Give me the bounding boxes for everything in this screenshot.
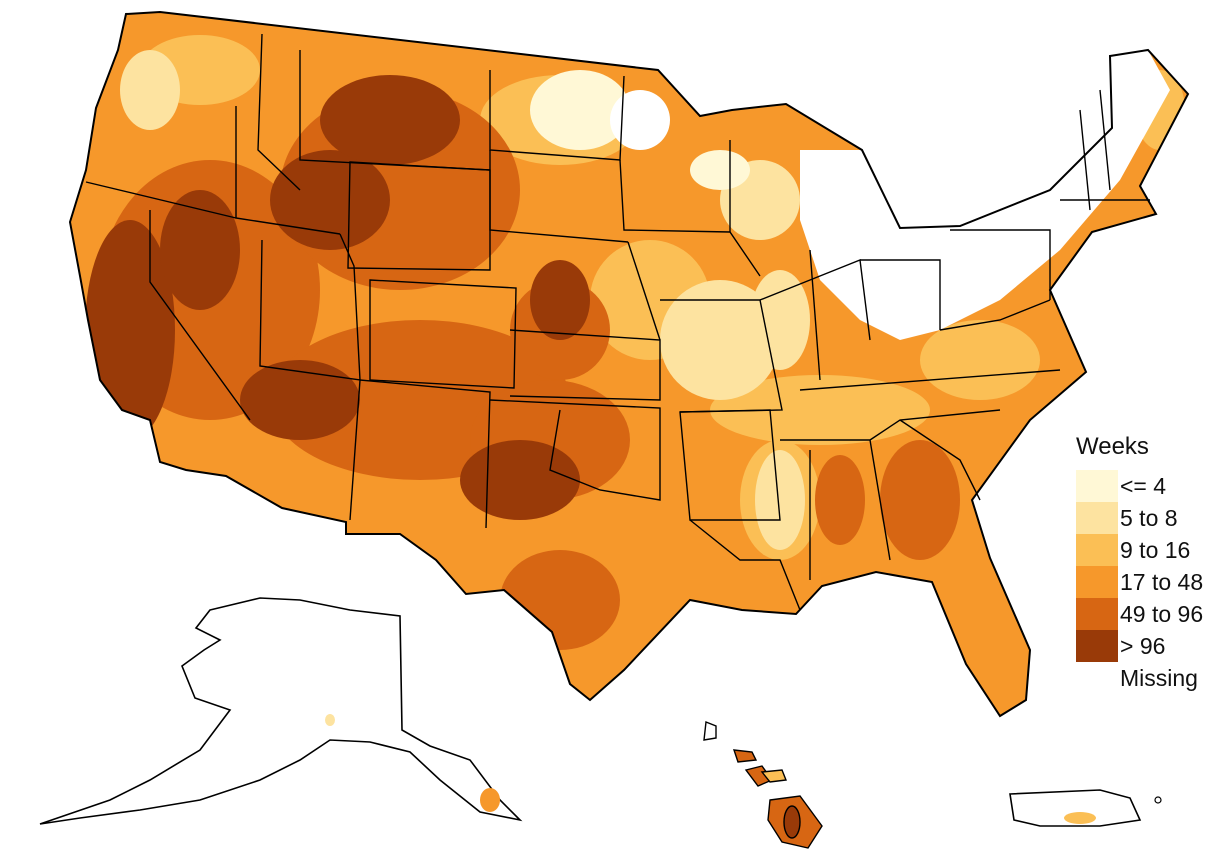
hawaii bbox=[703, 721, 823, 849]
puerto-rico bbox=[1009, 789, 1162, 827]
us-outline bbox=[68, 10, 1190, 718]
legend: Weeks <= 4 5 to 8 9 to 16 17 to 48 49 to 96 >… bbox=[1072, 432, 1222, 694]
legend-swatch bbox=[1076, 662, 1118, 694]
legend-label: Missing bbox=[1120, 665, 1198, 691]
legend-item: <= 4 bbox=[1072, 470, 1222, 502]
legend-swatch bbox=[1076, 502, 1118, 534]
legend-label: > 96 bbox=[1120, 633, 1166, 659]
legend-swatch bbox=[1076, 470, 1118, 502]
legend-item: > 96 bbox=[1072, 630, 1222, 662]
legend-item: 9 to 16 bbox=[1072, 534, 1222, 566]
legend-item: Missing bbox=[1072, 662, 1222, 694]
legend-item: 5 to 8 bbox=[1072, 502, 1222, 534]
legend-swatch bbox=[1076, 598, 1118, 630]
legend-swatch bbox=[1076, 630, 1118, 662]
legend-items: <= 4 5 to 8 9 to 16 17 to 48 49 to 96 > 96 Mis… bbox=[1072, 470, 1222, 694]
legend-label: 17 to 48 bbox=[1120, 569, 1204, 595]
legend-label: 49 to 96 bbox=[1120, 601, 1204, 627]
legend-label: 9 to 16 bbox=[1120, 537, 1191, 563]
legend-swatch bbox=[1076, 534, 1118, 566]
legend-swatch bbox=[1076, 566, 1118, 598]
state-borders bbox=[85, 33, 1150, 611]
legend-title: Weeks bbox=[1076, 433, 1149, 460]
legend-item: 49 to 96 bbox=[1072, 598, 1222, 630]
legend-label: 5 to 8 bbox=[1120, 505, 1178, 531]
legend-label: <= 4 bbox=[1120, 473, 1167, 499]
legend-item: 17 to 48 bbox=[1072, 566, 1222, 598]
alaska bbox=[39, 597, 523, 825]
